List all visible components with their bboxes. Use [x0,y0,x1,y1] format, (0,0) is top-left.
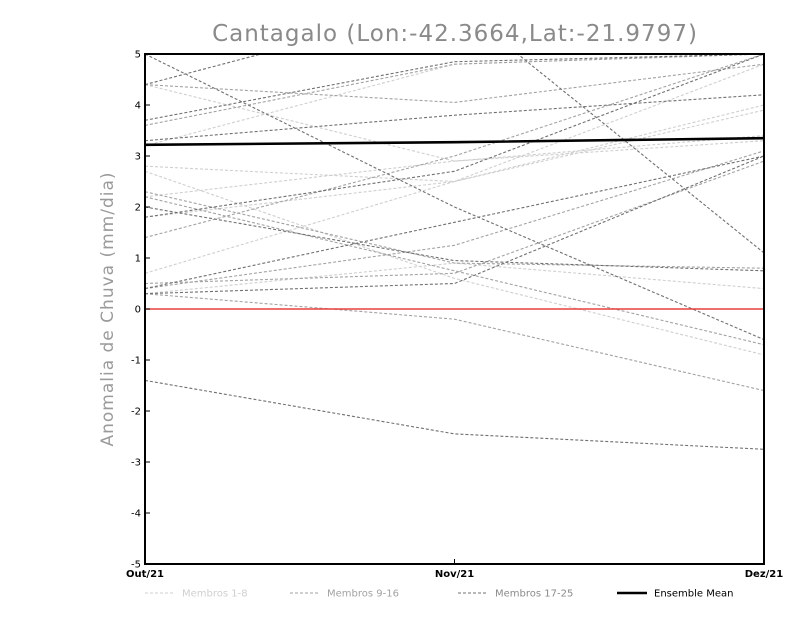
member-line-9 [145,63,764,103]
x-tick-label: Nov/21 [435,569,474,580]
y-tick-label: -5 [131,560,141,571]
member-line-23 [145,54,764,254]
y-tick-label: 4 [135,101,141,112]
legend: Membros 1-8 Membros 9-16 Membros 17-25 Ense… [145,589,733,600]
member-line-8 [145,54,764,147]
legend-item-g1: Membros 1-8 [145,589,248,600]
member-line-21 [145,54,764,218]
member-line-5 [145,170,764,356]
x-tick-label: Dez/21 [745,569,784,580]
y-tick-label: 3 [135,152,141,163]
member-line-15 [145,191,764,269]
series-layer [145,54,764,450]
y-tick-label: -1 [131,356,141,367]
member-line-16 [145,293,764,392]
member-line-20 [145,206,764,272]
y-axis-ticks: -5 -4 -3 -2 -1 0 1 2 3 4 5 [131,50,150,571]
chart-title: Cantagalo (Lon:-42.3664,Lat:-21.9797) [212,21,698,47]
member-line-18 [145,54,764,121]
y-tick-label: -2 [131,407,141,418]
member-line-1 [145,104,764,183]
legend-label: Membros 9-16 [327,589,399,600]
member-line-17 [145,54,764,341]
x-axis-ticks: Out/21 Nov/21 Dez/21 [126,559,783,580]
y-tick-label: -4 [131,509,141,520]
y-tick-label: -3 [131,458,141,469]
member-line-22 [145,155,764,290]
member-line-2 [145,135,764,198]
legend-label: Membros 1-8 [182,589,248,600]
member-line-3 [145,63,764,274]
y-tick-label: 2 [135,203,141,214]
y-tick-label: 0 [135,305,141,316]
member-line-12 [145,150,764,290]
legend-item-mean: Ensemble Mean [617,589,733,600]
member-line-6 [145,109,764,218]
member-line-11 [145,196,764,346]
x-tick-label: Out/21 [126,569,164,580]
ensemble-mean-line [145,136,764,147]
y-tick-label: 1 [135,254,141,265]
member-line-25 [145,94,764,142]
legend-item-g3: Membros 17-25 [458,589,573,600]
member-line-19 [145,379,764,450]
member-line-4 [145,84,764,162]
y-tick-label: 5 [135,50,141,61]
legend-label: Ensemble Mean [654,589,733,600]
legend-label: Membros 17-25 [495,589,573,600]
member-line-24 [145,155,764,295]
member-line-13 [145,54,764,239]
legend-item-g2: Membros 9-16 [290,589,399,600]
y-axis-label: Anomalia de Chuva (mm/dia) [98,171,118,446]
